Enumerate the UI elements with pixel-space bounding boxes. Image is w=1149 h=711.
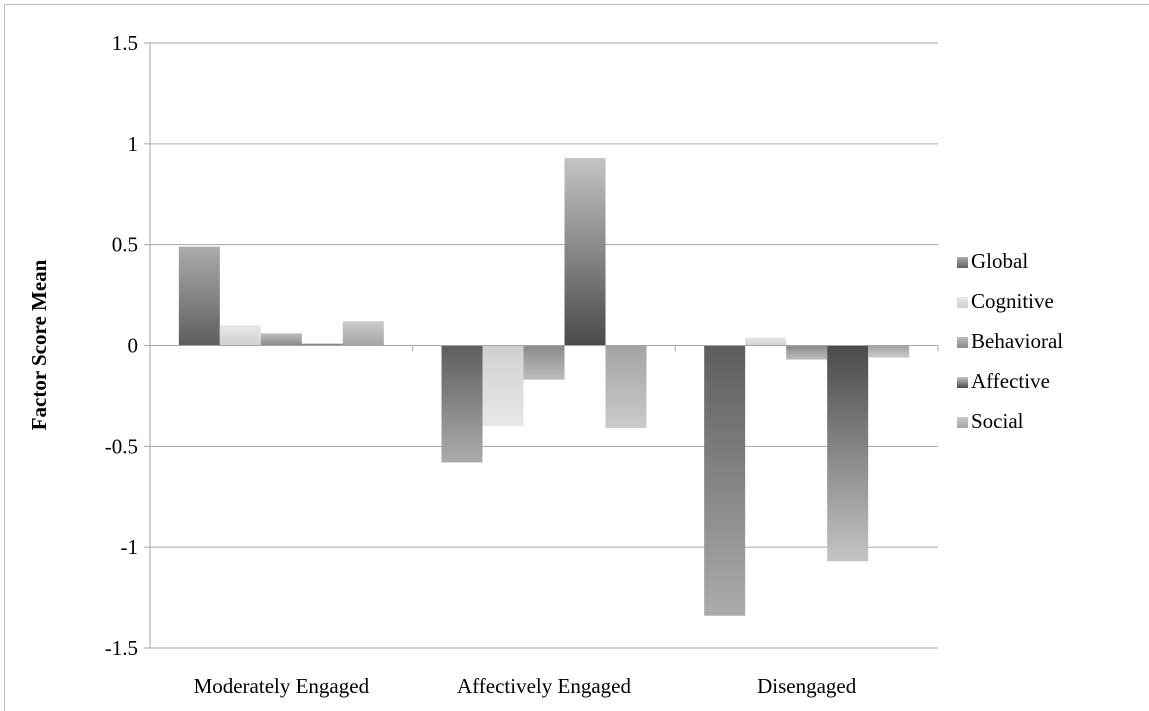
legend-item-behavioral: Behavioral [957,329,1063,353]
legend-swatch [957,377,968,388]
bar-affectively-engaged-behavioral [523,345,565,380]
y-tick-label: -1 [121,535,139,559]
bar-moderately-engaged-social [342,321,384,346]
legend-item-affective: Affective [957,369,1050,393]
y-tick-label: 1.5 [112,31,138,55]
chart-frame [4,4,1149,711]
legend-item-cognitive: Cognitive [957,289,1054,313]
legend-swatch [957,337,968,348]
y-tick-label: 0 [128,334,139,358]
legend-swatch [957,257,968,268]
bar-moderately-engaged-cognitive [219,325,261,346]
legend-swatch [957,417,968,428]
bars [178,157,910,616]
legend-label: Global [971,249,1028,273]
gridlines [150,42,938,649]
legend-label: Cognitive [971,289,1054,313]
bar-moderately-engaged-global [178,246,220,346]
bar-affectively-engaged-affective [564,157,606,346]
bar-disengaged-behavioral [786,345,828,360]
bar-moderately-engaged-behavioral [260,333,302,346]
axes [144,42,939,649]
x-tick-label: Moderately Engaged [194,674,370,698]
y-tick-label: 0.5 [112,233,138,257]
legend-label: Behavioral [971,329,1063,353]
y-tick-label: -0.5 [105,434,138,458]
legend-label: Affective [971,369,1050,393]
bar-disengaged-global [704,345,746,616]
bar-moderately-engaged-affective [301,343,343,346]
bar-affectively-engaged-cognitive [482,345,524,427]
legend-label: Social [971,409,1024,433]
bar-affectively-engaged-global [441,345,483,463]
x-tick-labels: Moderately Engaged Affectively Engaged Dis… [194,674,857,698]
y-tick-label: -1.5 [105,636,138,660]
legend: Global Cognitive Behavioral Affective Social [957,249,1063,433]
y-tick-label: 1 [128,132,139,156]
legend-swatch [957,297,968,308]
legend-item-global: Global [957,249,1028,273]
legend-item-social: Social [957,409,1024,433]
x-tick-label: Affectively Engaged [457,674,631,698]
y-axis-label: Factor Score Mean [27,259,51,430]
bar-affectively-engaged-social [605,345,647,429]
y-tick-labels: 1.5 1 0.5 0 -0.5 -1 -1.5 [105,31,138,660]
bar-disengaged-social [868,345,910,358]
x-tick-label: Disengaged [757,674,857,698]
bar-disengaged-affective [827,345,869,562]
bar-disengaged-cognitive [745,337,787,346]
